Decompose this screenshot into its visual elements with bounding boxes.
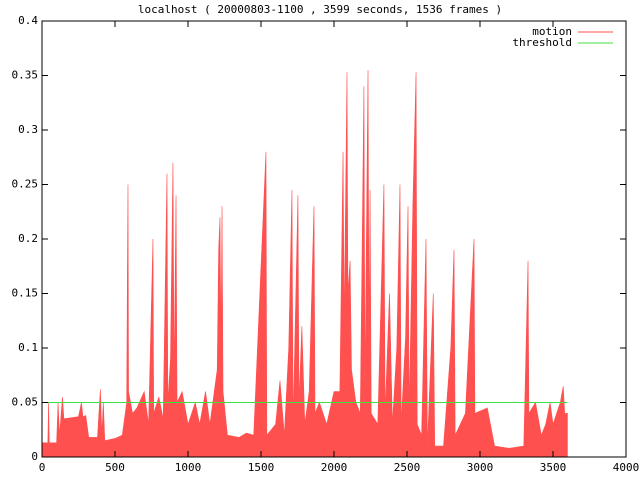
y-tick-label: 0.1 — [18, 341, 38, 354]
x-tick-label: 2500 — [394, 461, 421, 474]
x-tick-label: 4000 — [613, 461, 640, 474]
y-tick-label: 0.25 — [12, 178, 39, 191]
x-tick-label: 500 — [105, 461, 125, 474]
x-tick-label: 1000 — [175, 461, 202, 474]
x-tick-label: 3000 — [467, 461, 494, 474]
y-tick-label: 0.2 — [18, 232, 38, 245]
y-tick-label: 0.05 — [12, 396, 39, 409]
motion-area — [41, 70, 568, 458]
x-tick-label: 2000 — [321, 461, 348, 474]
x-tick-label: 3500 — [540, 461, 567, 474]
chart-title: localhost ( 20000803-1100 , 3599 seconds… — [138, 3, 502, 16]
legend-label: threshold — [512, 36, 572, 49]
legend-label: motion — [532, 25, 572, 38]
x-tick-label: 1500 — [248, 461, 275, 474]
y-tick-label: 0.35 — [12, 69, 39, 82]
y-tick-label: 0.4 — [18, 14, 38, 27]
y-tick-label: 0 — [31, 450, 38, 463]
y-tick-label: 0.15 — [12, 287, 39, 300]
x-tick-label: 0 — [39, 461, 46, 474]
y-tick-label: 0.3 — [18, 123, 38, 136]
